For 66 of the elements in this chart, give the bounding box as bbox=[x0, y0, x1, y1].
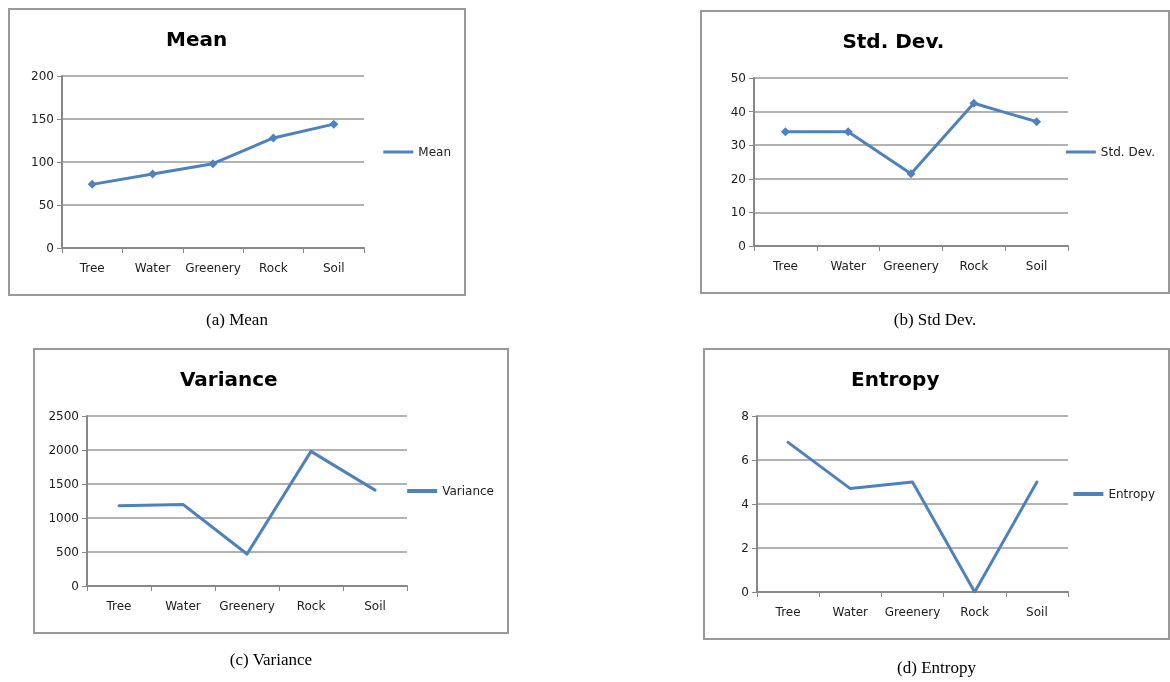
point bbox=[87, 179, 97, 189]
y-tick-label: 20 bbox=[730, 171, 746, 186]
x-tick-label: Soil bbox=[322, 261, 345, 275]
y-tick-label: 0 bbox=[738, 239, 746, 253]
text: (a) Mean bbox=[205, 310, 269, 330]
x-tick-label: Soil bbox=[1025, 259, 1048, 273]
x-tick-label: Rock bbox=[259, 261, 288, 275]
x-tick-label: Tree bbox=[771, 259, 798, 273]
x-tick-label: Water bbox=[134, 261, 171, 275]
legend-label: Std. Dev. bbox=[1100, 145, 1156, 159]
y-tick-label: 500 bbox=[56, 545, 79, 559]
chart-title: Mean bbox=[166, 27, 228, 51]
y-tick-label: 150 bbox=[31, 112, 54, 126]
point bbox=[1032, 117, 1042, 127]
x-tick-label: Water bbox=[830, 259, 866, 273]
y-tick-label: 30 bbox=[730, 138, 746, 153]
y-tick-label: 6 bbox=[741, 453, 749, 467]
point bbox=[268, 133, 278, 143]
x-tick-label: Greenery bbox=[185, 261, 241, 275]
x-tick-label: Greenery bbox=[884, 605, 941, 619]
y-tick-label: 2000 bbox=[48, 443, 79, 457]
y-tick-label: 0 bbox=[46, 241, 54, 255]
x-tick-label: Soil bbox=[1026, 605, 1048, 619]
y-tick-label: 100 bbox=[31, 155, 54, 169]
point bbox=[208, 159, 218, 169]
chart-title: Variance bbox=[179, 367, 278, 391]
point bbox=[969, 98, 979, 108]
text: (b) Std Dev. bbox=[892, 310, 978, 330]
text: (c) Variance bbox=[228, 650, 314, 670]
y-tick-label: 8 bbox=[741, 409, 749, 423]
y-tick-label: 0 bbox=[71, 579, 79, 593]
x-tick-label: Greenery bbox=[883, 259, 939, 273]
y-tick-label: 0 bbox=[741, 585, 749, 599]
legend-label: Entropy bbox=[1108, 487, 1155, 501]
point bbox=[148, 169, 158, 179]
point bbox=[843, 127, 853, 137]
y-tick-label: 1500 bbox=[48, 477, 79, 491]
legend-label: Variance bbox=[442, 484, 495, 498]
x-tick-label: Tree bbox=[774, 605, 801, 619]
x-tick-label: Water bbox=[165, 599, 201, 613]
x-tick-label: Greenery bbox=[219, 599, 275, 613]
x-tick-label: Tree bbox=[78, 261, 105, 275]
y-tick-label: 2 bbox=[741, 541, 749, 555]
point bbox=[906, 169, 916, 179]
x-tick-label: Tree bbox=[105, 599, 132, 613]
y-tick-label: 50 bbox=[38, 198, 54, 212]
x-tick-label: Rock bbox=[959, 259, 989, 273]
text: (d) Entropy bbox=[896, 658, 977, 678]
y-tick-label: 1000 bbox=[48, 511, 79, 525]
y-tick-label: 4 bbox=[741, 497, 749, 511]
point bbox=[780, 127, 790, 137]
x-tick-label: Water bbox=[832, 605, 869, 619]
legend-label: Mean bbox=[418, 145, 452, 159]
line-series bbox=[786, 440, 1039, 594]
line-series bbox=[117, 449, 377, 556]
x-tick-label: Rock bbox=[296, 599, 326, 613]
point bbox=[329, 119, 339, 129]
y-tick-label: 10 bbox=[730, 205, 746, 220]
x-tick-label: Soil bbox=[364, 599, 386, 613]
x-tick-label: Rock bbox=[960, 605, 990, 619]
y-tick-label: 2500 bbox=[48, 409, 79, 423]
y-tick-label: 50 bbox=[730, 71, 746, 85]
y-tick-label: 200 bbox=[31, 69, 54, 83]
chart-title: Std. Dev. bbox=[842, 29, 945, 53]
y-tick-label: 40 bbox=[730, 104, 746, 119]
chart-title: Entropy bbox=[850, 367, 940, 391]
